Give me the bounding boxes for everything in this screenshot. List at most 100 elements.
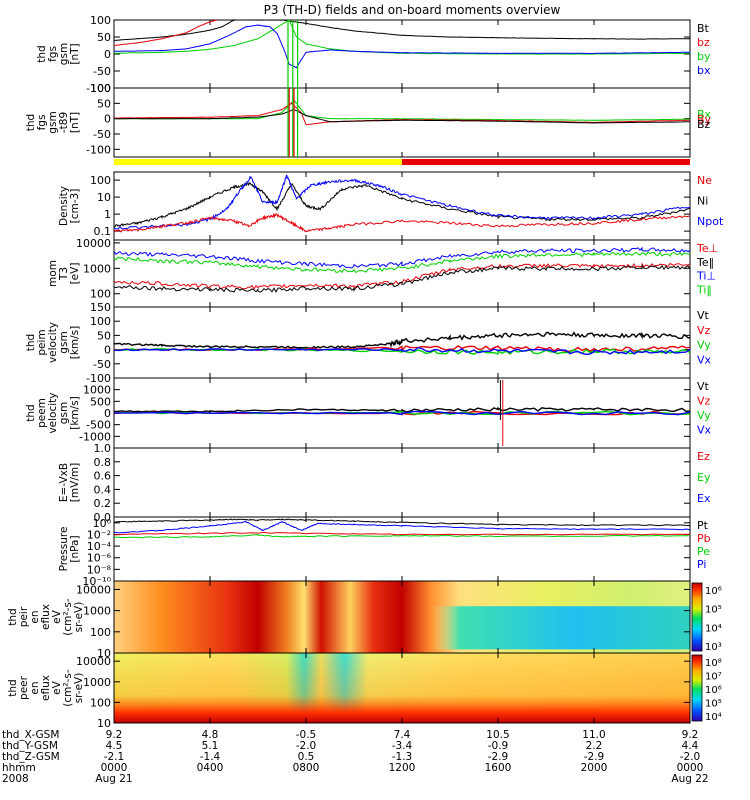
legend-entry: Pe — [697, 545, 710, 558]
y-tick-label: 100 — [90, 174, 111, 187]
tick-label-x: -0.5 — [296, 729, 317, 741]
tick-label-x: 10.5 — [486, 729, 509, 741]
tick-label-y: 2.2 — [586, 740, 603, 752]
y-axis-label: gsm — [47, 111, 59, 133]
y-tick-label: 1000 — [83, 384, 111, 397]
x-axis-labels: thd_X-GSMthd_Y-GSMthd_Z-GSMhhmm20089.24.… — [2, 729, 709, 785]
colorbar-label: 10⁴ — [705, 623, 722, 634]
y-tick-label: -100 — [86, 82, 111, 95]
legend-entry: Pt — [697, 519, 709, 532]
y-tick-label: 10000 — [76, 655, 111, 668]
tick-label-time: 1200 — [389, 762, 416, 774]
y-axis-label: fgs — [47, 46, 59, 62]
legend-entry: Vz — [697, 324, 711, 337]
y-axis-label: thd — [25, 114, 37, 131]
tick-label-z: -2.9 — [584, 751, 605, 763]
legend-entry: Vt — [697, 309, 710, 322]
colorbar-label: 10⁵ — [705, 699, 722, 710]
y-tick-label: 10000 — [76, 583, 111, 596]
legend-entry: Bx — [697, 108, 712, 121]
y-tick-label: 100 — [90, 14, 111, 27]
row-label: thd_Y-GSM — [2, 740, 58, 752]
legend-entry: bx — [697, 64, 711, 77]
colorbar-label: 10⁶ — [705, 586, 722, 597]
colorbar-label: 10⁷ — [705, 672, 722, 683]
annotations — [114, 20, 690, 446]
tick-label-x: 9.2 — [682, 729, 699, 741]
legend-entry: Ey — [697, 471, 711, 484]
legend-entry: Te⊥ — [696, 242, 718, 255]
series-density-Ne — [113, 212, 691, 233]
panel-frame — [113, 306, 691, 379]
legend-entry: Vz — [697, 395, 711, 408]
legend-entry: Pi — [697, 558, 706, 571]
y-axis-label: en — [29, 610, 41, 623]
y-tick-label: 0.4 — [94, 483, 112, 496]
colorbar-label: 10⁶ — [705, 685, 722, 696]
tick-label-z: 0.5 — [298, 751, 315, 763]
y-tick-label: -50 — [93, 65, 111, 78]
row-label: thd_Z-GSM — [2, 751, 60, 763]
y-axis-label: E=-VxB — [58, 463, 70, 502]
colorbar-label: 10⁵ — [705, 605, 722, 616]
legend-entry: By — [697, 113, 712, 126]
y-tick-label: 100 — [90, 82, 111, 95]
y-tick-label: -50 — [93, 128, 111, 141]
legend-entry: Pb — [697, 532, 711, 545]
y-axis-label: [nT] — [69, 112, 81, 133]
y-tick-label: 100 — [90, 626, 111, 639]
panel-density: 100 10 1 0.1 Density [cm-3] Ne Ni Npot — [58, 171, 724, 241]
colorbar-peer — [691, 654, 703, 722]
y-tick-label: 10⁻¹⁰ — [82, 575, 111, 588]
y-axis-label: sr-eV) — [73, 602, 85, 633]
y-axis-label: -t89 — [58, 112, 70, 133]
y-axis-label: gsm — [58, 402, 70, 424]
series-temperature-Ti⊥ — [113, 246, 691, 269]
series-peim-Vx — [113, 346, 691, 356]
legend-entry: by — [697, 50, 711, 63]
y-axis-label: [mV/m] — [69, 463, 81, 502]
y-axis-label: (cm²-s- — [62, 598, 74, 636]
y-tick-label: 10 — [97, 717, 111, 730]
panel-peer: 10⁸ 10⁷ 10⁶ 10⁵ 10⁴ 10000 1000 100 10 thd peer en ef… — [7, 652, 722, 730]
tick-label-z: -2.0 — [680, 751, 701, 763]
colorbar-peir — [691, 582, 703, 652]
spectrogram-low-energy-band — [114, 653, 690, 723]
y-axis-label: thd — [7, 679, 19, 696]
tick-label-time: 0800 — [293, 762, 320, 774]
y-axis-label: peer — [18, 675, 30, 700]
series-pressure-Pb — [113, 531, 691, 536]
legend-entry: Te‖ — [696, 256, 714, 269]
y-tick-label: 50 — [97, 97, 111, 110]
row-label: 2008 — [2, 773, 29, 785]
series-temperature-Te‖ — [113, 263, 691, 293]
series-temperature-Ti‖ — [113, 251, 691, 274]
y-axis-label: [km/s] — [69, 326, 81, 360]
y-axis-label: eV — [51, 680, 63, 694]
y-tick-label: -1000 — [79, 430, 111, 443]
series-fgh-By — [113, 101, 691, 126]
y-tick-label: 0 — [104, 407, 111, 420]
colorbar-label: 10³ — [705, 642, 722, 653]
mode-bar-fast — [402, 159, 690, 165]
y-tick-label: 10 — [97, 647, 111, 660]
y-axis-label: eflux — [40, 675, 52, 701]
y-axis-label: eflux — [40, 604, 52, 630]
y-tick-label: -500 — [86, 419, 111, 432]
legend-entry: Ez — [697, 450, 710, 463]
legend-entry: Bt — [697, 22, 710, 35]
legend-entry: bz — [697, 36, 710, 49]
y-tick-label: 1.0 — [94, 442, 112, 455]
y-tick-label: -100 — [86, 372, 111, 385]
y-axis-label: Density — [58, 186, 70, 226]
legend-entry: Vy — [697, 339, 711, 352]
y-axis-label: peem — [36, 398, 48, 428]
series-pressure-Pi — [113, 519, 691, 534]
y-axis-label: peir — [18, 606, 30, 627]
y-axis-label: [cm-3] — [69, 189, 81, 224]
y-tick-label: 10⁻² — [87, 528, 111, 541]
series-fgs-by — [114, 19, 691, 55]
